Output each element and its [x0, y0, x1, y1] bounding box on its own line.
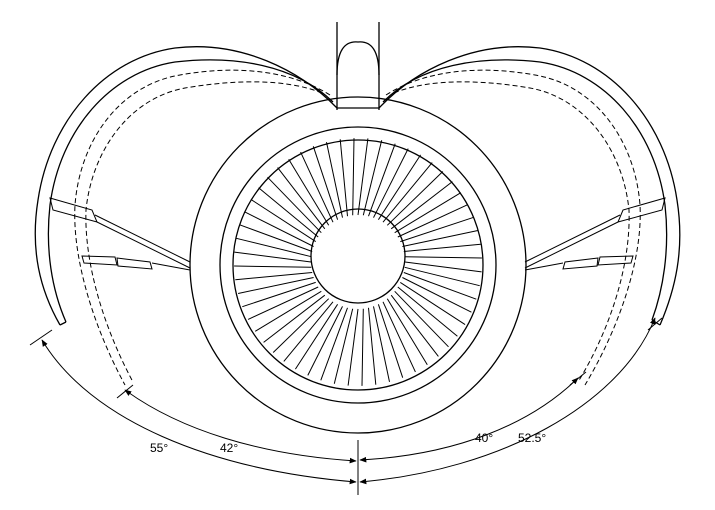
angle-label-left-outer: 55° — [150, 441, 168, 455]
fan-blade — [294, 304, 339, 370]
fan-blade — [267, 176, 322, 234]
fan-blade — [234, 251, 312, 263]
angle-label-left-inner: 42° — [220, 441, 238, 455]
fan-blade — [402, 230, 479, 247]
fan-blade — [242, 281, 316, 308]
left-hold-open-rods — [49, 197, 191, 271]
left-cowl-inner-line — [74, 69, 331, 386]
fan-blade — [244, 211, 314, 247]
fan-case-ring — [232, 139, 484, 391]
fan-blade — [283, 301, 334, 362]
nacelle-outer-ring — [189, 96, 527, 434]
fan-blade — [312, 146, 339, 220]
fan-blade — [339, 139, 348, 217]
fan-blade — [368, 143, 396, 217]
fan-blade — [373, 306, 390, 383]
fan-blade — [258, 187, 319, 238]
fan-blade — [237, 277, 314, 294]
fan-blade — [272, 298, 330, 353]
fan-blade — [400, 216, 474, 243]
fan-blade — [368, 307, 377, 385]
fan-blade — [361, 308, 364, 386]
fan-blade — [352, 138, 355, 216]
right-hold-open-rods — [524, 197, 666, 271]
fan-blade — [239, 224, 313, 252]
angle-label-right-inner: 40° — [475, 431, 493, 445]
fan-blade — [386, 171, 444, 226]
fan-blade — [397, 204, 469, 238]
fan-blade — [357, 138, 369, 216]
left-cowl-door — [34, 46, 338, 326]
fan-blade — [394, 192, 462, 234]
fan-blade — [402, 277, 472, 313]
fan-blade — [234, 265, 312, 268]
pylon — [336, 22, 380, 110]
fan-blade — [403, 243, 481, 252]
right-cowl-inner-line — [385, 69, 641, 386]
fan-blade — [404, 256, 482, 259]
right-cowl-door — [378, 46, 681, 326]
fan-blade — [362, 140, 383, 216]
fan-blade — [247, 286, 319, 320]
fan-blade — [300, 151, 334, 223]
angle-dimensions — [29, 317, 663, 495]
spinner-hub — [310, 208, 406, 304]
fan-blade — [390, 294, 439, 357]
fan-blade — [394, 290, 449, 348]
fan-blade — [390, 181, 453, 230]
fan-blade — [373, 148, 409, 218]
fan-blade — [307, 306, 343, 376]
fan-blade — [254, 290, 322, 332]
fan-blade — [377, 304, 404, 378]
angle-label-right-outer: 52.5° — [518, 431, 546, 445]
fan-blade — [277, 167, 326, 230]
fan-blade — [382, 162, 433, 223]
fan-blade — [320, 307, 348, 381]
fan-blade — [400, 281, 466, 326]
fan-blade — [377, 154, 422, 220]
fan-blade — [404, 261, 482, 273]
fan-blade — [404, 266, 480, 287]
nacelle-inner-ring — [219, 126, 497, 404]
fan-blade — [397, 286, 458, 337]
fan-blade — [263, 294, 326, 343]
fan-blade — [326, 141, 343, 218]
fan-blade — [403, 272, 477, 300]
right-cowl-inner-line-2 — [393, 81, 630, 383]
fan-blade — [235, 272, 313, 281]
left-cowl-inner-line-2 — [85, 81, 323, 383]
fan-blade — [250, 198, 316, 243]
fan-blade — [236, 237, 312, 258]
fan-blade — [288, 158, 330, 226]
